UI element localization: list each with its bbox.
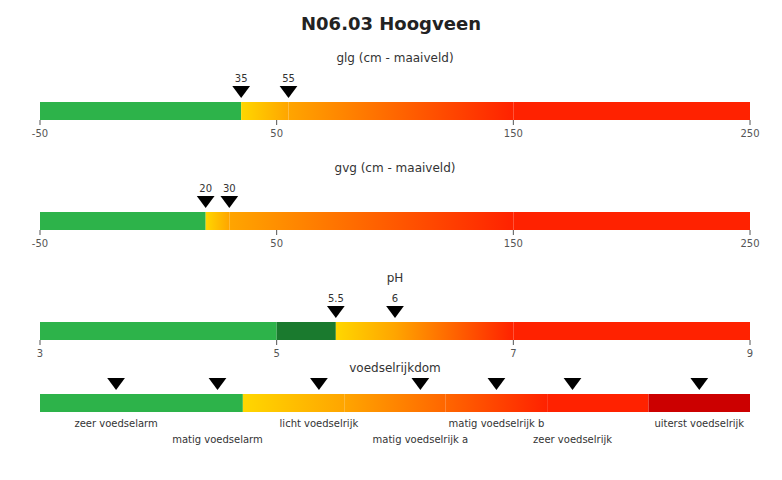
tick <box>750 120 751 125</box>
marker <box>327 306 345 318</box>
segment <box>513 212 750 230</box>
tick-label: 50 <box>270 128 283 139</box>
plot-area <box>40 86 750 120</box>
marker-label: 5.5 <box>328 293 344 304</box>
row-label: pH <box>387 271 404 285</box>
segment <box>446 394 547 412</box>
row-1: gvg (cm - maaiveld) 20 30 -50 50 150 250 <box>32 161 760 249</box>
marker <box>564 378 582 390</box>
segment <box>649 394 750 412</box>
segment <box>229 212 513 230</box>
tick <box>750 340 751 345</box>
marker-label: zeer voedselarm <box>74 418 157 429</box>
tick <box>40 120 41 125</box>
row-2: pH 5.5 6 3 5 7 9 <box>37 271 753 359</box>
plot-area <box>40 196 750 230</box>
marker-label: zeer voedselrijk <box>533 434 612 445</box>
marker <box>310 378 328 390</box>
segment <box>547 394 648 412</box>
segment <box>40 102 241 120</box>
segment <box>344 394 445 412</box>
tick <box>513 120 514 125</box>
segment <box>336 322 395 340</box>
marker-label: 35 <box>235 73 248 84</box>
tick-label: 3 <box>37 348 43 359</box>
marker-label: 55 <box>282 73 295 84</box>
row-label: voedselrijkdom <box>349 361 441 375</box>
marker-label: 20 <box>199 183 212 194</box>
tick-label: 150 <box>504 128 523 139</box>
row-label: gvg (cm - maaiveld) <box>335 161 456 175</box>
segment <box>40 212 206 230</box>
marker <box>232 86 250 98</box>
tick-label: 250 <box>740 128 759 139</box>
marker <box>690 378 708 390</box>
marker <box>386 306 404 318</box>
marker <box>488 378 506 390</box>
marker-label: matig voedselrijk a <box>373 434 469 445</box>
row-3: voedselrijkdom zeer voedselarm matig voeds… <box>40 361 750 445</box>
row-0: glg (cm - maaiveld) 35 55 -50 50 150 250 <box>32 51 760 139</box>
segment <box>40 322 277 340</box>
row-label: glg (cm - maaiveld) <box>336 51 453 65</box>
marker <box>411 378 429 390</box>
tick-label: 7 <box>510 348 516 359</box>
tick-label: -50 <box>32 238 48 249</box>
tick-label: 9 <box>747 348 753 359</box>
tick-label: -50 <box>32 128 48 139</box>
segment <box>395 322 513 340</box>
tick <box>40 230 41 235</box>
tick <box>750 230 751 235</box>
segment <box>241 102 288 120</box>
chart-container: N06.03 Hoogveenglg (cm - maaiveld)3555-5… <box>0 0 782 480</box>
tick-label: 150 <box>504 238 523 249</box>
marker <box>107 378 125 390</box>
marker-label: 6 <box>392 293 398 304</box>
tick-label: 250 <box>740 238 759 249</box>
segment <box>40 394 243 412</box>
tick-label: 50 <box>270 238 283 249</box>
marker-label: matig voedselrijk b <box>449 418 545 429</box>
marker-label: licht voedselrijk <box>280 418 359 429</box>
segment <box>513 322 750 340</box>
marker <box>209 378 227 390</box>
tick <box>513 340 514 345</box>
plot-area <box>40 306 750 340</box>
tick <box>276 120 277 125</box>
title: N06.03 Hoogveen <box>301 13 481 34</box>
marker <box>220 196 238 208</box>
marker-label: uiterst voedselrijk <box>654 418 744 429</box>
segment <box>289 102 514 120</box>
marker <box>280 86 298 98</box>
marker-label: matig voedselarm <box>172 434 263 445</box>
plot-area <box>40 378 750 412</box>
marker-label: 30 <box>223 183 236 194</box>
tick-label: 5 <box>273 348 279 359</box>
segment <box>243 394 344 412</box>
segment <box>277 322 336 340</box>
chart-svg: N06.03 Hoogveenglg (cm - maaiveld)3555-5… <box>0 0 782 480</box>
tick <box>513 230 514 235</box>
tick <box>40 340 41 345</box>
segment <box>513 102 750 120</box>
tick <box>276 230 277 235</box>
tick <box>276 340 277 345</box>
marker <box>197 196 215 208</box>
segment <box>206 212 230 230</box>
